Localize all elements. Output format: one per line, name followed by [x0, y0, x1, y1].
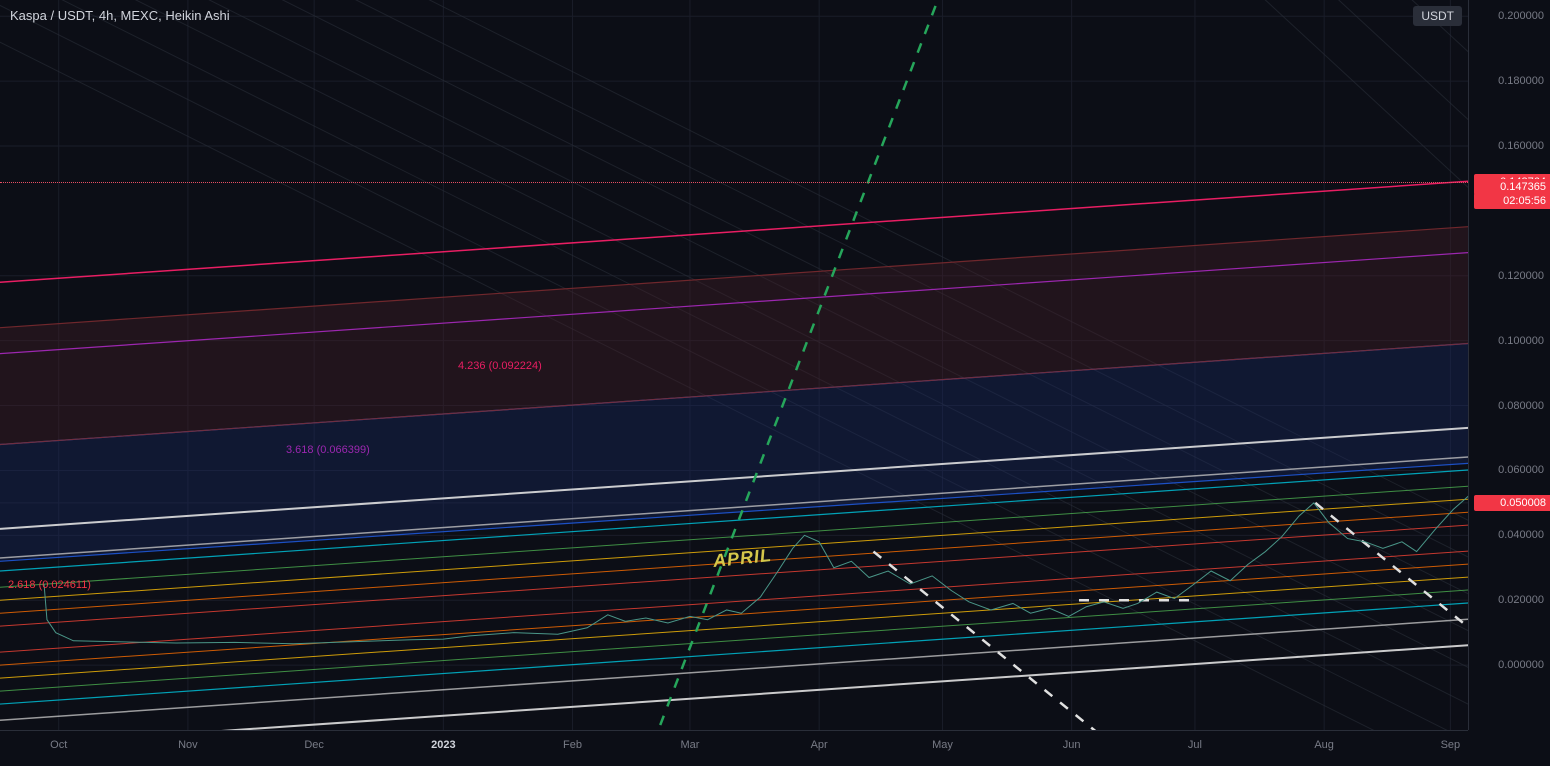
symbol-label[interactable]: Kaspa / USDT, 4h, MEXC, Heikin Ashi	[10, 8, 230, 23]
x-axis-tick: Feb	[563, 739, 582, 751]
fib-level-label[interactable]: 4.236 (0.092224)	[458, 360, 542, 372]
y-axis-tick: 0.040000	[1498, 529, 1544, 541]
y-axis-tick: 0.060000	[1498, 464, 1544, 476]
x-axis-tick: May	[932, 739, 953, 751]
x-axis[interactable]: Oct Nov Dec 2023 Feb Mar Apr May Jun Jul Aug Sep	[0, 730, 1468, 766]
x-axis-tick: Oct	[50, 739, 67, 751]
x-axis-tick: 2023	[431, 739, 455, 751]
x-axis-tick: Dec	[304, 739, 324, 751]
x-axis-tick: Apr	[811, 739, 828, 751]
horizontal-price-line[interactable]	[0, 182, 1468, 183]
fib-level-label[interactable]: 3.618 (0.066399)	[286, 444, 370, 456]
x-axis-tick: Aug	[1314, 739, 1334, 751]
y-axis[interactable]: 0.200000 0.180000 0.160000 0.120000 0.100000…	[1468, 0, 1550, 730]
x-axis-tick: Nov	[178, 739, 198, 751]
price-tag[interactable]: 0.050008	[1474, 495, 1550, 511]
price-tag[interactable]: 02:05:56	[1474, 193, 1550, 209]
x-axis-tick: Sep	[1441, 739, 1461, 751]
x-axis-tick: Jul	[1188, 739, 1202, 751]
y-axis-tick: 0.200000	[1498, 10, 1544, 22]
y-axis-tick: 0.120000	[1498, 270, 1544, 282]
fib-level-label[interactable]: 2.618 (0.024611)	[8, 579, 91, 591]
quote-currency-badge[interactable]: USDT	[1413, 6, 1462, 26]
y-axis-tick: 0.080000	[1498, 400, 1544, 412]
y-axis-tick: 0.100000	[1498, 335, 1544, 347]
chart-svg	[0, 0, 1468, 730]
x-axis-tick: Mar	[680, 739, 699, 751]
y-axis-tick: 0.000000	[1498, 659, 1544, 671]
y-axis-tick: 0.180000	[1498, 75, 1544, 87]
x-axis-tick: Jun	[1063, 739, 1081, 751]
y-axis-tick: 0.020000	[1498, 594, 1544, 606]
y-axis-tick: 0.160000	[1498, 140, 1544, 152]
chart-plot-area[interactable]: 2.618 (0.024611) 3.618 (0.066399) 4.236 (0…	[0, 0, 1468, 730]
